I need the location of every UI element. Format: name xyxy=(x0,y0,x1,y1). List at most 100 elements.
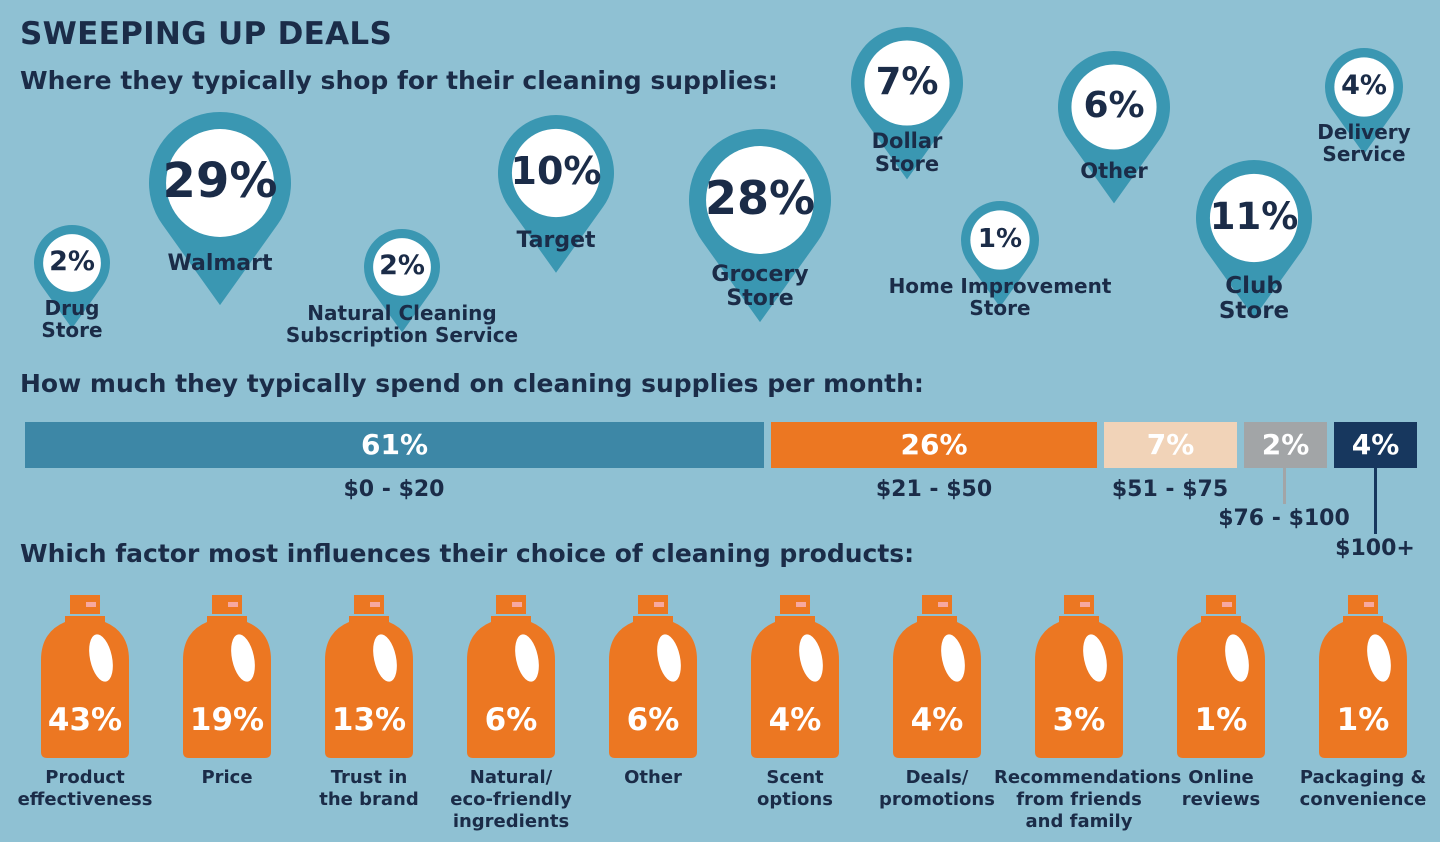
factor-label-line: promotions xyxy=(879,789,995,810)
pin-label: Home Improvement Store xyxy=(889,275,1112,319)
spend-section-title: How much they typically spend on cleanin… xyxy=(20,369,924,398)
detergent-bottle-icon xyxy=(1319,595,1407,758)
pin-label-line: Target xyxy=(516,228,596,253)
shop-pin: 2% xyxy=(364,229,440,333)
bottle: 13% xyxy=(323,592,415,762)
map-pin-icon xyxy=(851,27,963,180)
spend-segment: 26% xyxy=(771,422,1097,468)
pin-label: Delivery Service xyxy=(1317,121,1410,165)
pin-label-line: Walmart xyxy=(167,251,273,276)
pin-label-line: Drug xyxy=(44,296,100,320)
page-title: SWEEPING UP DEALS xyxy=(20,16,393,52)
detergent-bottle-icon xyxy=(41,595,129,758)
pin-label: Natural Cleaning Subscription Service xyxy=(286,302,518,346)
shop-pin: 10% xyxy=(498,115,614,273)
factor-label-line: Deals/ xyxy=(905,767,969,788)
detergent-bottle-icon xyxy=(467,595,555,758)
factor-label-line: eco-friendly xyxy=(450,789,572,810)
bottle-value: 1% xyxy=(1336,702,1390,738)
map-pin-icon xyxy=(1058,51,1170,204)
map-pin-icon xyxy=(364,229,440,333)
bottle: 1% xyxy=(1175,592,1267,762)
spend-range-label: $76 - $100 xyxy=(1218,506,1350,531)
detergent-bottle-icon xyxy=(1035,595,1123,758)
factor-label: Deals/promotions xyxy=(852,767,1022,811)
detergent-bottle-icon xyxy=(1177,595,1265,758)
pin-label: Grocery Store xyxy=(711,263,808,311)
bottle: 1% xyxy=(1317,592,1409,762)
pin-value: 2% xyxy=(379,250,425,282)
pin-value: 11% xyxy=(1209,195,1299,239)
spend-range-label: $21 - $50 xyxy=(875,477,993,502)
factor-label-line: Trust in xyxy=(330,767,408,788)
bottle-value: 4% xyxy=(910,702,964,738)
detergent-bottle-icon xyxy=(751,595,839,758)
map-pin-icon xyxy=(149,111,291,306)
pin-label-line: Store xyxy=(874,152,940,176)
detergent-bottle-icon xyxy=(609,595,697,758)
pin-label-line: Natural Cleaning xyxy=(307,301,497,325)
factor-label-line: the brand xyxy=(319,789,419,810)
bottle-value: 6% xyxy=(484,702,538,738)
pin-label-line: Dollar xyxy=(871,129,943,153)
pin-value: 10% xyxy=(510,149,602,194)
pin-value: 7% xyxy=(875,60,939,104)
pin-label: Walmart xyxy=(167,252,272,276)
pin-value: 2% xyxy=(49,246,95,278)
bottle-value: 1% xyxy=(1194,702,1248,738)
pin-value: 4% xyxy=(1341,70,1387,102)
bottle: 4% xyxy=(891,592,983,762)
pin-label-line: Store xyxy=(41,318,103,342)
pin-label-line: Grocery xyxy=(711,262,809,287)
factor-label-line: Scent xyxy=(766,767,824,788)
spend-segment: 7% xyxy=(1104,422,1237,468)
shop-pin: 1% xyxy=(961,201,1039,308)
spend-range-label: $51 - $75 xyxy=(1111,477,1229,502)
factor-label-line: and family xyxy=(1025,811,1133,832)
factor-label-line: options xyxy=(757,789,833,810)
bottle: 19% xyxy=(181,592,273,762)
factor-label-line: Recommendations xyxy=(994,767,1182,788)
spend-range-label: $100+ xyxy=(1335,536,1415,561)
factor-label-line: from friends xyxy=(1016,789,1142,810)
pin-label-line: Subscription Service xyxy=(285,323,519,347)
pin-value: 28% xyxy=(704,171,816,226)
pin-label-line: Other xyxy=(1080,159,1148,183)
pin-value: 1% xyxy=(977,223,1023,254)
shop-pin: 28% xyxy=(689,128,831,323)
spend-segment: 2% xyxy=(1244,422,1327,468)
factor-label: Price xyxy=(142,767,312,789)
pin-label: Target xyxy=(516,229,595,253)
bottle: 43% xyxy=(39,592,131,762)
shop-pin: 7% xyxy=(851,27,963,180)
bottle: 6% xyxy=(465,592,557,762)
factor-label: Recommendations from friends and family xyxy=(994,767,1182,833)
pin-label-line: Store xyxy=(969,296,1031,320)
pin-label-line: Service xyxy=(1322,142,1406,166)
pin-label: Club Store xyxy=(1219,274,1289,324)
factor-label-line: Product xyxy=(45,767,125,788)
shop-pin: 6% xyxy=(1058,51,1170,204)
pin-label-line: Club xyxy=(1225,273,1283,299)
map-pin-icon xyxy=(498,115,614,273)
factor-label-line: reviews xyxy=(1181,789,1261,810)
map-pin-icon xyxy=(689,128,831,323)
detergent-bottle-icon xyxy=(183,595,271,758)
factor-label: Other xyxy=(568,767,738,789)
map-pin-icon xyxy=(1325,47,1403,155)
factor-label-line: convenience xyxy=(1299,789,1427,810)
pin-label: Drug Store xyxy=(41,297,102,341)
bottle-value: 3% xyxy=(1052,702,1106,738)
bottle-value: 13% xyxy=(331,702,407,738)
bottle-value: 6% xyxy=(626,702,680,738)
bottle-value: 4% xyxy=(768,702,822,738)
shop-pin: 4% xyxy=(1325,47,1403,155)
map-pin-icon xyxy=(1196,160,1312,318)
bottle-value: 43% xyxy=(47,702,123,738)
factor-label-line: Price xyxy=(201,767,253,788)
factor-label: Scent options xyxy=(710,767,880,811)
bottle: 3% xyxy=(1033,592,1125,762)
factor-label-line: ingredients xyxy=(452,811,570,832)
pin-label-line: Home Improvement xyxy=(888,274,1112,298)
factor-label: Packaging & convenience xyxy=(1278,767,1440,811)
